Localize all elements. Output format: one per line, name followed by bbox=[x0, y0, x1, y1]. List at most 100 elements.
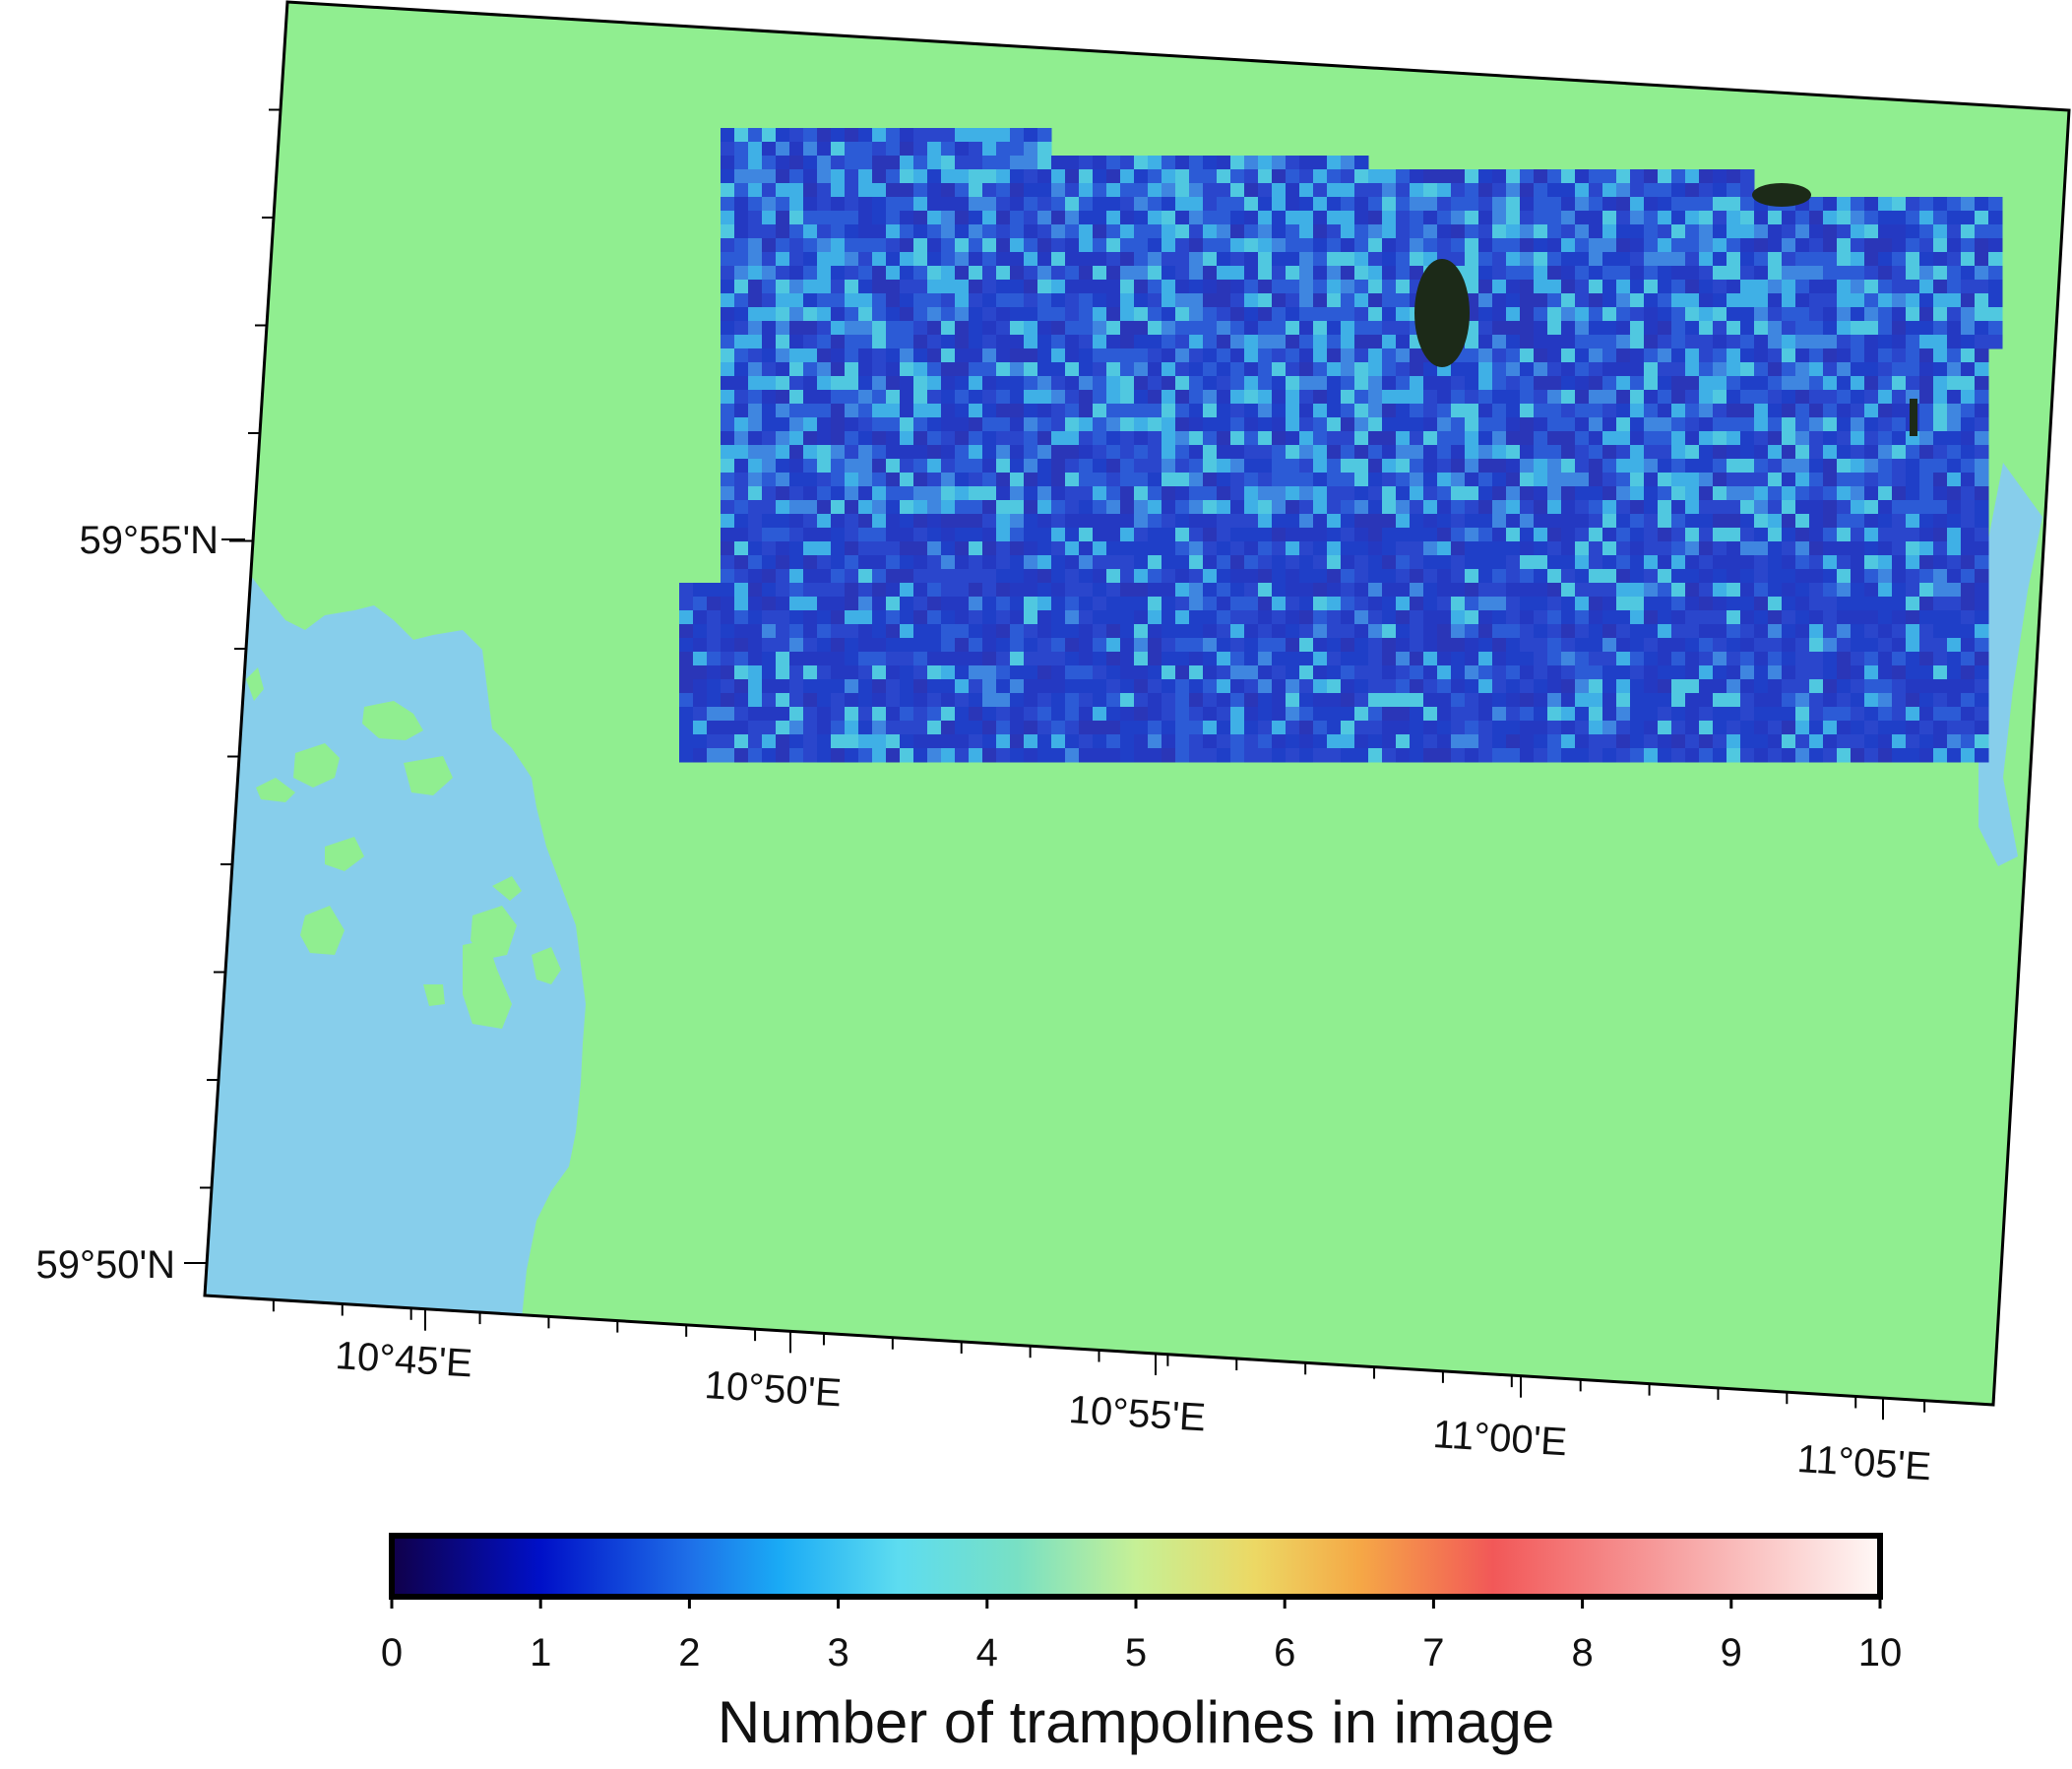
density-cell bbox=[1037, 473, 1052, 487]
colorbar-tick-label: 4 bbox=[976, 1631, 998, 1674]
density-cell bbox=[1189, 335, 1204, 349]
density-cell bbox=[1423, 473, 1438, 487]
density-cell bbox=[1671, 610, 1686, 625]
density-cell bbox=[776, 169, 790, 184]
density-cell bbox=[1299, 707, 1314, 722]
density-cell bbox=[1175, 335, 1190, 349]
density-cell bbox=[1795, 280, 1810, 294]
density-cell bbox=[1478, 417, 1493, 432]
density-cell bbox=[955, 307, 970, 322]
density-cell bbox=[1685, 362, 1700, 377]
density-cell bbox=[900, 624, 914, 639]
density-cell bbox=[941, 183, 956, 198]
density-cell bbox=[955, 169, 970, 184]
density-cell bbox=[803, 679, 818, 694]
density-cell bbox=[1727, 211, 1741, 225]
density-cell bbox=[982, 266, 997, 281]
density-cell bbox=[1713, 528, 1727, 542]
density-cell bbox=[1106, 541, 1121, 556]
density-cell bbox=[1823, 583, 1838, 598]
density-cell bbox=[1685, 514, 1700, 529]
density-cell bbox=[1051, 679, 1066, 694]
density-cell bbox=[1037, 707, 1052, 722]
density-cell bbox=[1010, 224, 1025, 239]
density-cell bbox=[1892, 252, 1907, 267]
density-cell bbox=[1079, 321, 1094, 336]
density-cell bbox=[1382, 583, 1397, 598]
density-cell bbox=[1947, 238, 1962, 253]
density-cell bbox=[1906, 224, 1920, 239]
density-cell bbox=[982, 665, 997, 680]
density-cell bbox=[1520, 211, 1535, 225]
density-cell bbox=[1148, 404, 1162, 418]
density-cell bbox=[1727, 486, 1741, 501]
density-cell bbox=[1368, 679, 1383, 694]
density-cell bbox=[1354, 404, 1369, 418]
density-cell bbox=[1106, 679, 1121, 694]
density-cell bbox=[1230, 183, 1245, 198]
density-cell bbox=[762, 376, 777, 391]
density-cell bbox=[1354, 679, 1369, 694]
density-cell bbox=[1947, 390, 1962, 405]
density-cell bbox=[1423, 404, 1438, 418]
density-cell bbox=[1203, 610, 1218, 625]
density-cell bbox=[1644, 266, 1659, 281]
density-cell bbox=[1809, 734, 1824, 749]
density-cell bbox=[1286, 652, 1300, 666]
density-cell bbox=[1699, 459, 1714, 474]
density-cell bbox=[1809, 211, 1824, 225]
density-cell bbox=[1506, 721, 1521, 735]
density-cell bbox=[1589, 721, 1603, 735]
density-cell bbox=[955, 156, 970, 170]
density-cell bbox=[1975, 541, 1989, 556]
density-cell bbox=[1341, 376, 1355, 391]
density-cell bbox=[1878, 431, 1893, 446]
density-cell bbox=[845, 404, 859, 418]
density-cell bbox=[1575, 293, 1590, 308]
density-cell bbox=[1465, 528, 1479, 542]
density-cell bbox=[1782, 555, 1796, 570]
density-cell bbox=[1410, 404, 1424, 418]
density-cell bbox=[1230, 211, 1245, 225]
density-cell bbox=[1437, 224, 1452, 239]
density-cell bbox=[1685, 169, 1700, 184]
density-cell bbox=[969, 307, 983, 322]
density-cell bbox=[1823, 486, 1838, 501]
density-cell bbox=[1864, 514, 1879, 529]
density-cell bbox=[969, 197, 983, 212]
density-cell bbox=[872, 707, 887, 722]
density-cell bbox=[1782, 307, 1796, 322]
density-cell bbox=[872, 693, 887, 708]
density-cell bbox=[1423, 734, 1438, 749]
density-cell bbox=[1451, 224, 1466, 239]
density-cell bbox=[1727, 555, 1741, 570]
density-cell bbox=[1341, 624, 1355, 639]
density-cell bbox=[1162, 445, 1176, 460]
density-cell bbox=[831, 321, 846, 336]
density-cell bbox=[1795, 652, 1810, 666]
density-cell bbox=[1327, 652, 1342, 666]
density-cell bbox=[762, 665, 777, 680]
density-cell bbox=[1864, 665, 1879, 680]
density-cell bbox=[872, 197, 887, 212]
density-cell bbox=[1892, 197, 1907, 212]
density-cell bbox=[941, 224, 956, 239]
density-cell bbox=[1768, 679, 1783, 694]
density-cell bbox=[1010, 169, 1025, 184]
density-cell bbox=[1864, 638, 1879, 653]
density-cell bbox=[1079, 183, 1094, 198]
dark-hotspot-patch bbox=[1752, 183, 1811, 207]
density-cell bbox=[1024, 348, 1038, 363]
density-cell bbox=[1768, 721, 1783, 735]
density-cell bbox=[886, 431, 901, 446]
density-cell bbox=[762, 734, 777, 749]
density-cell bbox=[707, 610, 722, 625]
density-cell bbox=[1864, 748, 1879, 763]
density-cell bbox=[1837, 569, 1852, 584]
density-cell bbox=[734, 238, 749, 253]
density-cell bbox=[1258, 183, 1273, 198]
density-cell bbox=[1244, 404, 1259, 418]
density-cell bbox=[1106, 514, 1121, 529]
density-cell bbox=[721, 652, 735, 666]
density-cell bbox=[941, 362, 956, 377]
